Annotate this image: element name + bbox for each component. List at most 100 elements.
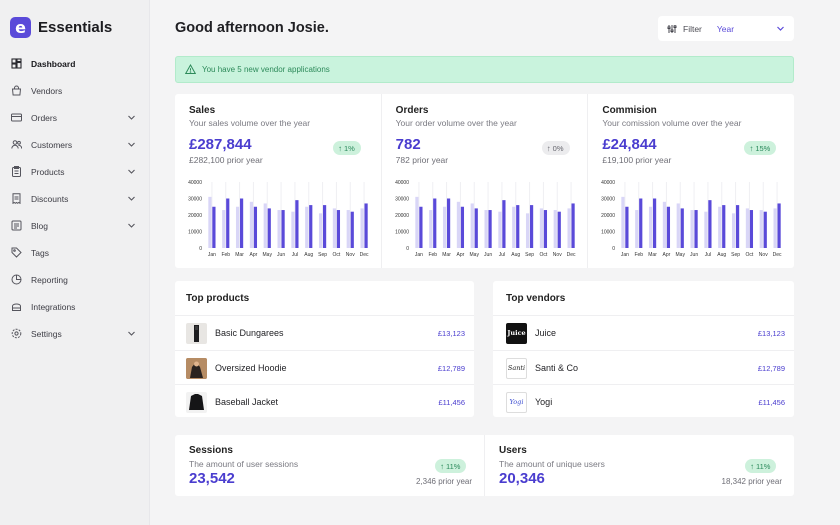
bar	[635, 210, 639, 248]
stat-subtitle: Your sales volume over the year	[189, 118, 311, 128]
vendor-price: £13,123	[757, 328, 785, 338]
sidebar-item-orders[interactable]: Orders	[0, 104, 150, 131]
list-item[interactable]: Oversized Hoodie £12,789	[175, 350, 474, 385]
stat-subtitle: Your order volume over the year	[395, 118, 517, 128]
bar	[759, 210, 764, 248]
bar	[470, 203, 474, 248]
product-name: Baseball Jacket	[215, 397, 279, 407]
sidebar-item-settings[interactable]: Settings	[0, 320, 150, 347]
warning-icon	[185, 64, 196, 74]
bar	[539, 208, 543, 248]
stat-title: Commision	[602, 105, 657, 116]
x-tick-label: May	[469, 252, 479, 258]
pie-chart-icon	[11, 274, 22, 285]
change-value: 15%	[755, 143, 771, 153]
bar	[676, 203, 681, 248]
sidebar-item-blog[interactable]: Blog	[0, 212, 150, 239]
bar	[442, 206, 446, 248]
stat-title: Sessions	[189, 445, 233, 456]
bar	[336, 210, 341, 248]
filter-value[interactable]: Year	[716, 23, 735, 34]
dashboard-icon	[11, 58, 22, 69]
stat-orders: Orders Your order volume over the year 7…	[382, 94, 589, 268]
y-tick-label: 20000	[601, 213, 615, 219]
y-tick-label: 10000	[188, 230, 202, 236]
bar	[515, 205, 520, 248]
list-item[interactable]: Santi Santi & Co £12,789	[493, 350, 794, 385]
stat-prior: 18,342 prior year	[721, 477, 782, 486]
hoodie-thumb	[186, 357, 207, 379]
y-tick-label: 40000	[188, 180, 202, 186]
sidebar-item-integrations[interactable]: Integrations	[0, 293, 150, 320]
sidebar-item-discounts[interactable]: Discounts	[0, 185, 150, 212]
sidebar-item-reporting[interactable]: Reporting	[0, 266, 150, 293]
arrow-up-icon: ↑	[546, 143, 551, 153]
stat-prior: 2,346 prior year	[415, 477, 472, 486]
y-tick-label: 20000	[395, 213, 409, 219]
chevron-down-icon[interactable]	[127, 194, 136, 203]
sidebar-item-customers[interactable]: Customers	[0, 131, 150, 158]
bar	[525, 213, 529, 248]
change-badge: ↑ 1%	[333, 141, 361, 155]
vendor-price: £12,789	[757, 363, 785, 373]
x-tick-label: Oct	[333, 252, 341, 258]
top-products-card: Top products Basic Dungarees £13,123 Ove…	[175, 281, 474, 417]
sidebar-item-products[interactable]: Products	[0, 158, 150, 185]
x-tick-label: Jan	[621, 252, 629, 258]
bar	[653, 198, 657, 248]
chevron-down-icon[interactable]	[127, 329, 136, 338]
bar	[571, 203, 575, 248]
bar	[291, 211, 295, 248]
bar	[732, 213, 736, 248]
sidebar-item-vendors[interactable]: Vendors	[0, 77, 150, 104]
sidebar-item-label: Reporting	[31, 274, 68, 285]
x-tick-label: Aug	[511, 252, 520, 258]
x-tick-label: Apr	[250, 252, 258, 258]
list-item[interactable]: Basic Dungarees £13,123	[175, 315, 474, 350]
y-tick-label: 40000	[601, 180, 615, 186]
arrow-up-icon: ↑	[749, 143, 754, 153]
dungarees-thumb	[186, 322, 207, 344]
vendor-name: Yogi	[535, 397, 553, 407]
credit-card-icon	[11, 112, 22, 123]
x-tick-label: Jul	[705, 252, 711, 258]
bar	[226, 198, 230, 248]
list-item[interactable]: Yogi Yogi £11,456	[493, 384, 794, 419]
chevron-down-icon[interactable]	[776, 24, 785, 33]
chevron-down-icon[interactable]	[127, 167, 136, 176]
bar	[736, 205, 740, 248]
chevron-down-icon[interactable]	[127, 113, 136, 122]
brand-name: Essentials	[38, 19, 113, 36]
bar	[212, 206, 216, 248]
sidebar-item-label: Settings	[31, 328, 62, 339]
bar	[346, 210, 350, 248]
x-tick-label: Jun	[484, 252, 492, 258]
stat-subtitle: Your comission volume over the year	[602, 118, 742, 128]
list-item[interactable]: Baseball Jacket £11,456	[175, 384, 474, 419]
brand[interactable]: e Essentials	[10, 17, 112, 38]
clipboard-icon	[11, 166, 22, 177]
bar	[360, 208, 364, 248]
change-value: 0%	[552, 143, 564, 153]
stat-subtitle: The amount of user sessions	[189, 459, 299, 469]
chevron-down-icon[interactable]	[127, 221, 136, 230]
x-tick-label: Jun	[690, 252, 698, 258]
filter-dropdown[interactable]: Filter Year	[658, 16, 794, 41]
sidebar-item-dashboard[interactable]: Dashboard	[0, 50, 150, 77]
x-tick-label: Jan	[415, 252, 423, 258]
chevron-down-icon[interactable]	[127, 140, 136, 149]
x-tick-label: Mar	[235, 252, 244, 258]
bar	[277, 210, 281, 248]
bar	[718, 206, 722, 248]
x-tick-label: Nov	[552, 252, 561, 258]
bar	[708, 200, 712, 248]
bar	[567, 208, 571, 248]
sidebar-item-tags[interactable]: Tags	[0, 239, 150, 266]
list-item[interactable]: Juice Juice £13,123	[493, 315, 794, 350]
y-tick-label: 30000	[601, 197, 615, 203]
top-products-title: Top products	[186, 293, 250, 304]
bar	[680, 208, 685, 248]
users-icon	[11, 139, 22, 150]
stats-card: Sales Your sales volume over the year £2…	[175, 94, 794, 268]
bar	[295, 200, 299, 248]
